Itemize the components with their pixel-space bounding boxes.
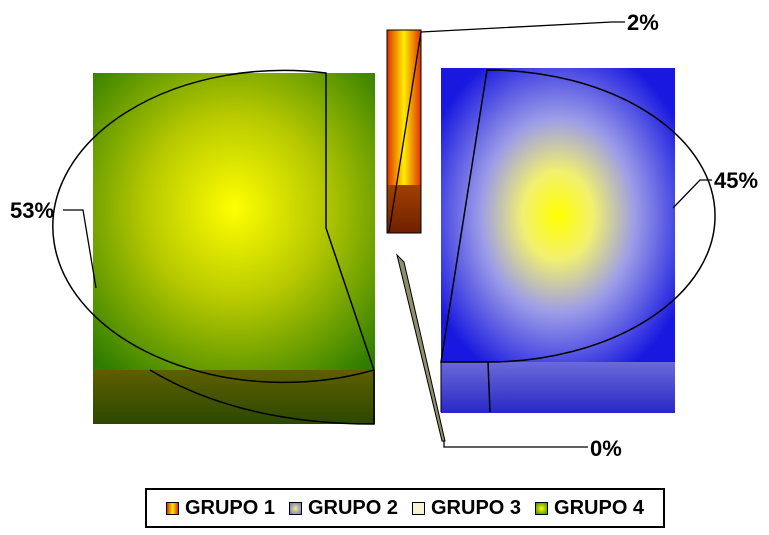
legend-swatch-grupo-1 — [165, 501, 179, 515]
legend-swatch-grupo-4 — [535, 501, 549, 515]
data-label-grupo-4: 53% — [10, 198, 54, 223]
leader-line-grupo-3 — [443, 441, 588, 448]
legend-swatch-grupo-3 — [412, 501, 425, 515]
slice-grupo-2 — [440, 68, 716, 413]
leader-line-grupo-4 — [63, 209, 97, 289]
slice-grupo-4-face — [93, 73, 375, 373]
legend-item-grupo-2: GRUPO 2 — [288, 496, 398, 520]
slice-grupo-3 — [396, 253, 446, 442]
leader-line-grupo-1 — [420, 21, 625, 33]
slice-grupo-1 — [386, 29, 422, 234]
legend-label-grupo-2: GRUPO 2 — [307, 496, 398, 519]
data-label-grupo-3: 0% — [590, 436, 622, 461]
legend-label-grupo-1: GRUPO 1 — [184, 496, 275, 519]
legend-swatch-grupo-2 — [288, 501, 302, 515]
legend-item-grupo-4: GRUPO 4 — [535, 497, 644, 520]
legend: GRUPO 1 GRUPO 2 GRUPO 3 GRUPO 4 — [145, 488, 665, 528]
slice-grupo-4 — [52, 69, 375, 425]
legend-item-grupo-3: GRUPO 3 — [412, 497, 521, 520]
legend-item-grupo-1: GRUPO 1 — [165, 496, 275, 520]
legend-label-grupo-4: GRUPO 4 — [554, 496, 645, 519]
legend-label-grupo-3: GRUPO 3 — [431, 496, 522, 519]
slice-grupo-2-side — [441, 362, 675, 413]
slice-grupo-1-face — [387, 30, 421, 185]
slice-grupo-2-face — [441, 68, 675, 363]
slice-grupo-2-outline — [440, 69, 716, 363]
leader-line-grupo-2 — [672, 179, 712, 209]
slice-grupo-4-outline — [52, 69, 375, 384]
data-label-grupo-2: 45% — [714, 168, 758, 193]
data-label-grupo-1: 2% — [627, 10, 659, 35]
